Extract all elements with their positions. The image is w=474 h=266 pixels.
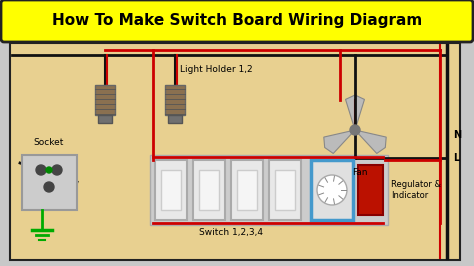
Circle shape: [44, 182, 54, 192]
Bar: [231, 160, 263, 220]
Text: Light Holder 1,2: Light Holder 1,2: [180, 65, 253, 74]
Bar: [10, 43, 460, 260]
Text: N: N: [453, 130, 461, 140]
Bar: [168, 115, 182, 123]
Bar: [193, 160, 225, 220]
Polygon shape: [324, 130, 355, 153]
Text: Fan: Fan: [352, 168, 368, 177]
Bar: [311, 160, 353, 220]
Bar: [165, 85, 185, 115]
Polygon shape: [355, 130, 386, 153]
Text: L: L: [453, 153, 459, 163]
Circle shape: [350, 125, 360, 135]
Bar: [199, 170, 219, 210]
Bar: [95, 85, 115, 115]
Bar: [22, 155, 77, 210]
Bar: [150, 155, 388, 225]
Bar: [98, 115, 112, 123]
Bar: [161, 170, 181, 210]
Bar: [155, 160, 187, 220]
Text: Socket: Socket: [34, 138, 64, 147]
Circle shape: [46, 167, 52, 173]
Circle shape: [52, 165, 62, 175]
Circle shape: [36, 165, 46, 175]
Text: Regulator &
Indicator: Regulator & Indicator: [391, 180, 441, 200]
Circle shape: [317, 175, 347, 205]
Text: Switch 1,2,3,4: Switch 1,2,3,4: [199, 228, 263, 237]
Text: How To Make Switch Board Wiring Diagram: How To Make Switch Board Wiring Diagram: [52, 14, 422, 28]
Bar: [269, 160, 301, 220]
FancyBboxPatch shape: [1, 0, 473, 42]
Bar: [237, 170, 257, 210]
Bar: [358, 165, 383, 215]
Bar: [275, 170, 295, 210]
Polygon shape: [346, 95, 365, 130]
